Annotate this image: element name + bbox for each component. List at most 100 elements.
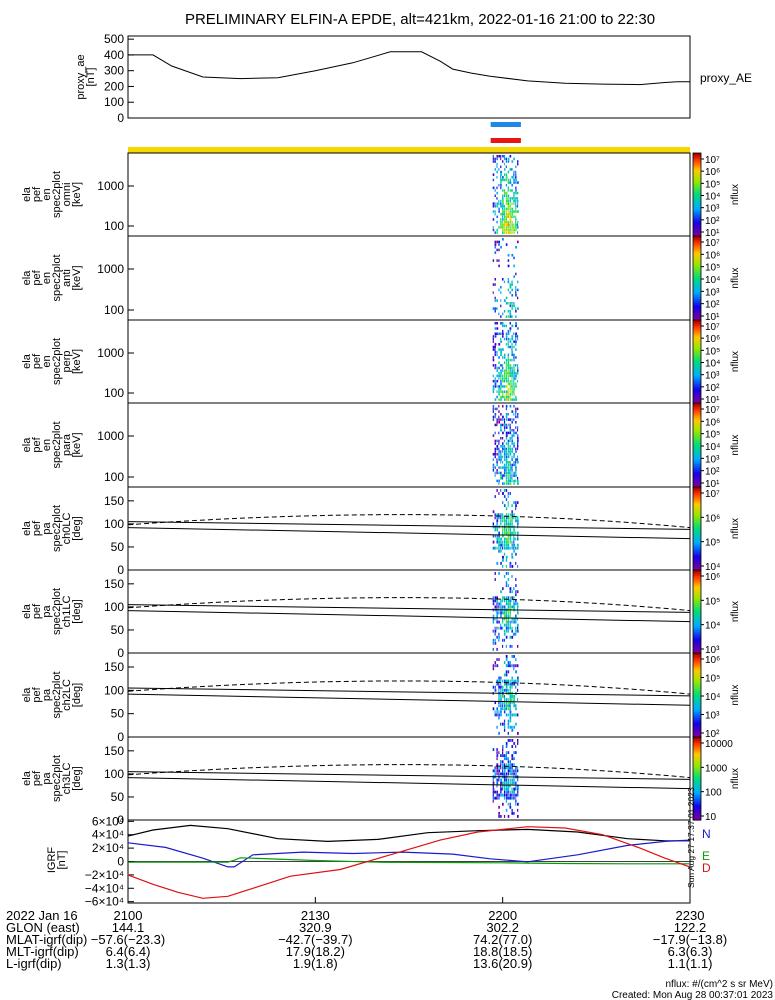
spectrogram-pixel xyxy=(517,220,519,224)
spectrogram-pixel xyxy=(496,772,498,776)
spectrogram-pixel xyxy=(502,474,504,477)
colorbar-segment xyxy=(693,290,701,294)
spectrogram-pixel xyxy=(505,543,508,547)
spectrogram-pixel xyxy=(511,434,514,437)
spectrogram-pixel xyxy=(507,353,510,357)
panel-ytick-label: 150 xyxy=(104,577,124,591)
colorbar-segment xyxy=(693,518,701,521)
spectrogram-pixel xyxy=(498,405,500,408)
panel-ytick-label: 100 xyxy=(104,600,124,614)
spectrogram-pixel xyxy=(494,205,496,208)
colorbar-segment xyxy=(693,588,701,592)
spectrogram-pixel xyxy=(509,644,512,648)
spectrogram-pixel xyxy=(507,471,510,475)
colorbar-segment xyxy=(693,353,701,356)
spectrogram-pixel xyxy=(513,461,515,464)
spectrogram-pixel xyxy=(513,387,515,391)
spectrogram-pixel xyxy=(498,766,500,770)
spectrogram-pixel xyxy=(498,688,500,692)
spectrogram-pixel xyxy=(507,537,509,541)
colorbar-segment xyxy=(693,409,701,412)
spectrogram-pixel xyxy=(498,466,500,469)
colorbar-frame xyxy=(692,736,702,821)
spectrogram-pixel xyxy=(513,223,515,226)
spectrogram-pixel xyxy=(498,513,500,517)
spectrogram-pixel xyxy=(507,395,510,399)
spectrogram-pixel xyxy=(507,231,510,234)
footer-row-value: 6.3(6.3) xyxy=(668,944,713,959)
spectrogram-pixel xyxy=(503,374,506,378)
spectrogram-pixel xyxy=(502,207,504,211)
spectrogram-pixel xyxy=(507,345,510,349)
spectrogram-pixel xyxy=(498,243,500,246)
spectrogram-pixel xyxy=(509,429,511,432)
spectrogram-pixel xyxy=(509,210,512,213)
spectrogram-pixel xyxy=(502,405,504,408)
spectrogram-pixel xyxy=(496,469,498,472)
y-label-line: pa xyxy=(41,772,53,785)
spectrogram-pixel xyxy=(505,194,508,198)
spectrogram-pixel xyxy=(505,364,508,367)
spectrogram-pixel xyxy=(502,605,504,609)
spectrogram-pixel xyxy=(509,626,511,630)
spectrogram-pixel xyxy=(507,722,510,726)
spectrogram-pixel xyxy=(513,698,515,701)
spectrogram-pixel xyxy=(502,461,504,464)
spectrogram-pixel xyxy=(509,710,512,714)
spectrogram-pixel xyxy=(492,291,494,294)
colorbar-segment xyxy=(693,549,701,552)
spectrogram-pixel xyxy=(517,698,519,701)
spectrogram-pixel xyxy=(513,379,515,383)
spectrogram-pixel xyxy=(507,605,510,609)
spectrogram-pixel xyxy=(502,531,504,535)
spectrogram-pixel xyxy=(492,522,495,526)
colorbar-tick-label: 10⁴ xyxy=(705,359,720,370)
spectrogram-pixel xyxy=(502,202,504,205)
spectrogram-pixel xyxy=(515,413,517,416)
colorbar-tick-label: 10⁴ xyxy=(705,275,720,286)
spectrogram-pixel xyxy=(498,183,500,187)
spectrogram-pixel xyxy=(503,482,506,485)
spectrogram-pixel xyxy=(507,254,510,257)
spectrogram-pixel xyxy=(494,528,497,532)
spectrogram-pixel xyxy=(515,458,517,461)
spectrogram-pixel xyxy=(515,561,517,565)
y-label-line: perp xyxy=(61,350,73,372)
spectrogram-pixel xyxy=(507,356,509,359)
colorbar-segment xyxy=(693,449,701,452)
colorbar-segment xyxy=(693,390,701,394)
spectrogram-pixel xyxy=(509,471,511,475)
spectrogram-pixel xyxy=(505,463,507,467)
spectrogram-pixel xyxy=(507,731,509,735)
spectrogram-pixel xyxy=(511,280,513,284)
y-label-line: pef xyxy=(31,520,43,536)
spectrogram-pixel xyxy=(509,181,512,184)
colorbar-segment xyxy=(693,489,701,492)
spectrogram-pixel xyxy=(513,682,516,686)
colorbar-segment xyxy=(693,621,701,625)
spectrogram-pixel xyxy=(492,463,495,467)
colorbar-segment xyxy=(693,369,701,373)
colorbar-segment xyxy=(693,259,701,262)
spectrogram-pixel xyxy=(515,395,517,399)
spectrogram-pixel xyxy=(513,191,515,195)
spectrogram-pixel xyxy=(494,385,497,388)
spectrogram-pixel xyxy=(505,620,508,624)
spectrogram-pixel xyxy=(511,458,513,461)
spectrogram-pixel xyxy=(496,757,498,761)
spectrogram-pixel xyxy=(507,361,510,365)
spectrogram-pixel xyxy=(507,329,509,333)
spectrogram-pixel xyxy=(492,283,495,286)
spectrogram-pixel xyxy=(511,763,513,767)
colorbar-tick-label: 100 xyxy=(705,788,722,799)
spectrogram-pixel xyxy=(502,455,504,459)
spectrogram-pixel xyxy=(503,763,506,767)
spectrogram-pixel xyxy=(517,202,519,205)
spectrogram-pixel xyxy=(509,695,512,698)
spectrogram-pixel xyxy=(502,194,504,198)
spectrogram-pixel xyxy=(500,450,502,453)
spectrogram-pixel xyxy=(511,377,513,380)
y-label-line: en xyxy=(41,355,53,367)
spectrogram-pixel xyxy=(517,379,519,383)
spectrogram-pixel xyxy=(511,629,513,633)
